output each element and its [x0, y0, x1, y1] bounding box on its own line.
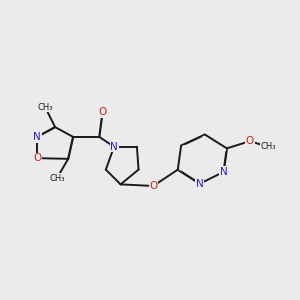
Text: N: N	[33, 132, 41, 142]
Text: O: O	[149, 181, 158, 191]
Text: O: O	[33, 153, 41, 163]
Text: CH₃: CH₃	[260, 142, 275, 151]
Text: CH₃: CH₃	[38, 103, 53, 112]
Text: N: N	[220, 167, 227, 177]
Text: N: N	[196, 179, 204, 189]
Text: O: O	[98, 107, 107, 117]
Text: N: N	[110, 142, 118, 152]
Text: CH₃: CH₃	[49, 174, 64, 183]
Text: O: O	[246, 136, 254, 146]
